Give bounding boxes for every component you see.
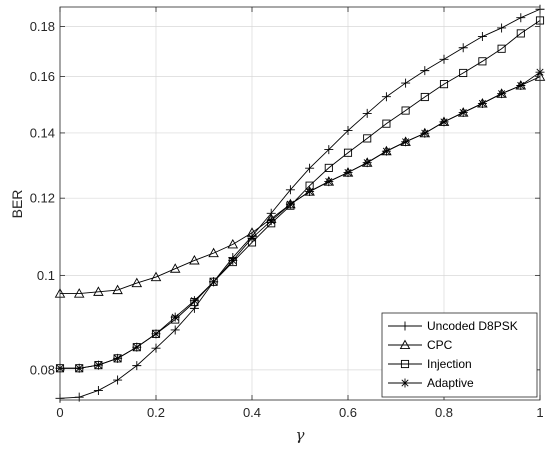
data-point-injection — [439, 80, 449, 89]
ticks: 0 0.2 0.4 0.6 0.8 1 0.08 0.1 0.12 0.14 0.16 0.18 — [30, 7, 544, 420]
x-tick-label: 1 — [536, 405, 543, 420]
data-point-adaptive — [266, 216, 276, 226]
data-point-adaptive — [458, 108, 468, 118]
data-point-uncoded-d8psk — [132, 361, 142, 371]
data-point-uncoded-d8psk — [93, 385, 103, 395]
data-point-uncoded-d8psk — [343, 126, 353, 136]
data-point-adaptive — [381, 146, 391, 156]
legend: Uncoded D8PSK CPC Injection Adaptive — [381, 312, 538, 398]
data-point-injection — [363, 134, 372, 143]
data-point-cpc — [208, 247, 219, 258]
y-tick-label: 0.18 — [30, 19, 55, 34]
data-point-injection — [382, 119, 391, 128]
legend-marker-uncoded-d8psk — [400, 321, 410, 331]
x-tick-label: 0 — [56, 405, 63, 420]
data-point-adaptive — [93, 360, 103, 370]
data-point-adaptive — [420, 128, 430, 138]
data-point-adaptive — [247, 233, 257, 243]
data-point-injection — [459, 68, 468, 78]
y-tick-label: 0.14 — [30, 125, 55, 140]
series-line-adaptive — [60, 71, 541, 369]
data-point-uncoded-d8psk — [324, 145, 334, 155]
data-point-adaptive — [132, 342, 142, 352]
data-point-adaptive — [285, 199, 295, 209]
series-line-uncoded-d8psk — [59, 8, 541, 399]
legend-marker-adaptive — [400, 378, 410, 388]
y-tick-label: 0.08 — [30, 362, 55, 377]
data-point-adaptive — [113, 353, 123, 363]
data-point-cpc — [131, 277, 143, 288]
series-adaptive — [55, 67, 545, 373]
legend-label-adaptive: Adaptive — [427, 376, 474, 390]
data-point-uncoded-d8psk — [516, 13, 526, 23]
x-tick-label: 0.6 — [339, 405, 357, 420]
data-point-injection — [497, 44, 506, 53]
data-point-uncoded-d8psk — [170, 325, 180, 335]
data-point-uncoded-d8psk — [401, 78, 411, 88]
data-point-cpc — [150, 271, 162, 282]
x-tick-label: 0.8 — [435, 405, 453, 420]
data-point-adaptive — [477, 98, 487, 108]
data-point-injection — [420, 92, 429, 102]
data-point-adaptive — [170, 312, 180, 322]
data-point-cpc — [93, 286, 104, 296]
data-point-uncoded-d8psk — [285, 185, 295, 195]
data-point-adaptive — [209, 277, 219, 287]
data-point-injection — [516, 29, 525, 38]
x-tick-label: 0.4 — [243, 405, 261, 420]
y-tick-label: 0.12 — [30, 191, 55, 206]
data-point-uncoded-d8psk — [362, 108, 372, 118]
y-axis-label: BER — [9, 190, 25, 219]
data-point-adaptive — [324, 177, 334, 187]
data-point-uncoded-d8psk — [420, 66, 430, 76]
legend-label-uncoded-d8psk: Uncoded D8PSK — [427, 319, 518, 333]
data-point-adaptive — [401, 137, 411, 147]
data-point-adaptive — [497, 89, 507, 99]
y-tick-label: 0.1 — [37, 268, 55, 283]
data-point-uncoded-d8psk — [113, 375, 123, 385]
data-point-injection — [401, 106, 410, 115]
data-point-adaptive — [228, 255, 238, 265]
plot-frame — [59, 6, 541, 401]
legend-marker-injection — [400, 359, 410, 369]
data-point-cpc — [227, 238, 239, 249]
data-point-uncoded-d8psk — [439, 54, 449, 64]
data-point-uncoded-d8psk — [497, 23, 507, 33]
legend-marker-cpc — [399, 339, 411, 350]
data-point-injection — [343, 148, 353, 157]
legend-label-injection: Injection — [427, 357, 472, 371]
data-point-adaptive — [343, 168, 353, 178]
data-point-cpc — [189, 254, 200, 265]
data-point-adaptive — [189, 296, 199, 306]
data-point-uncoded-d8psk — [381, 92, 391, 102]
y-tick-label: 0.16 — [30, 69, 55, 84]
x-axis-label: γ — [296, 426, 305, 444]
data-point-uncoded-d8psk — [305, 163, 315, 173]
data-point-adaptive — [362, 158, 372, 168]
data-point-adaptive — [439, 117, 449, 127]
data-point-adaptive — [305, 187, 315, 197]
data-point-injection — [324, 163, 333, 172]
data-point-cpc — [73, 288, 85, 298]
data-point-cpc — [112, 284, 123, 295]
data-point-injection — [478, 57, 487, 66]
data-point-uncoded-d8psk — [458, 43, 468, 53]
data-point-uncoded-d8psk — [477, 32, 487, 42]
data-point-uncoded-d8psk — [151, 343, 161, 353]
data-point-adaptive — [151, 329, 161, 339]
data-point-cpc — [169, 263, 181, 273]
series-layer — [54, 4, 546, 403]
data-point-adaptive — [516, 80, 526, 90]
data-point-adaptive — [74, 363, 84, 373]
legend-label-cpc: CPC — [427, 338, 453, 352]
x-tick-label: 0.2 — [147, 405, 165, 420]
